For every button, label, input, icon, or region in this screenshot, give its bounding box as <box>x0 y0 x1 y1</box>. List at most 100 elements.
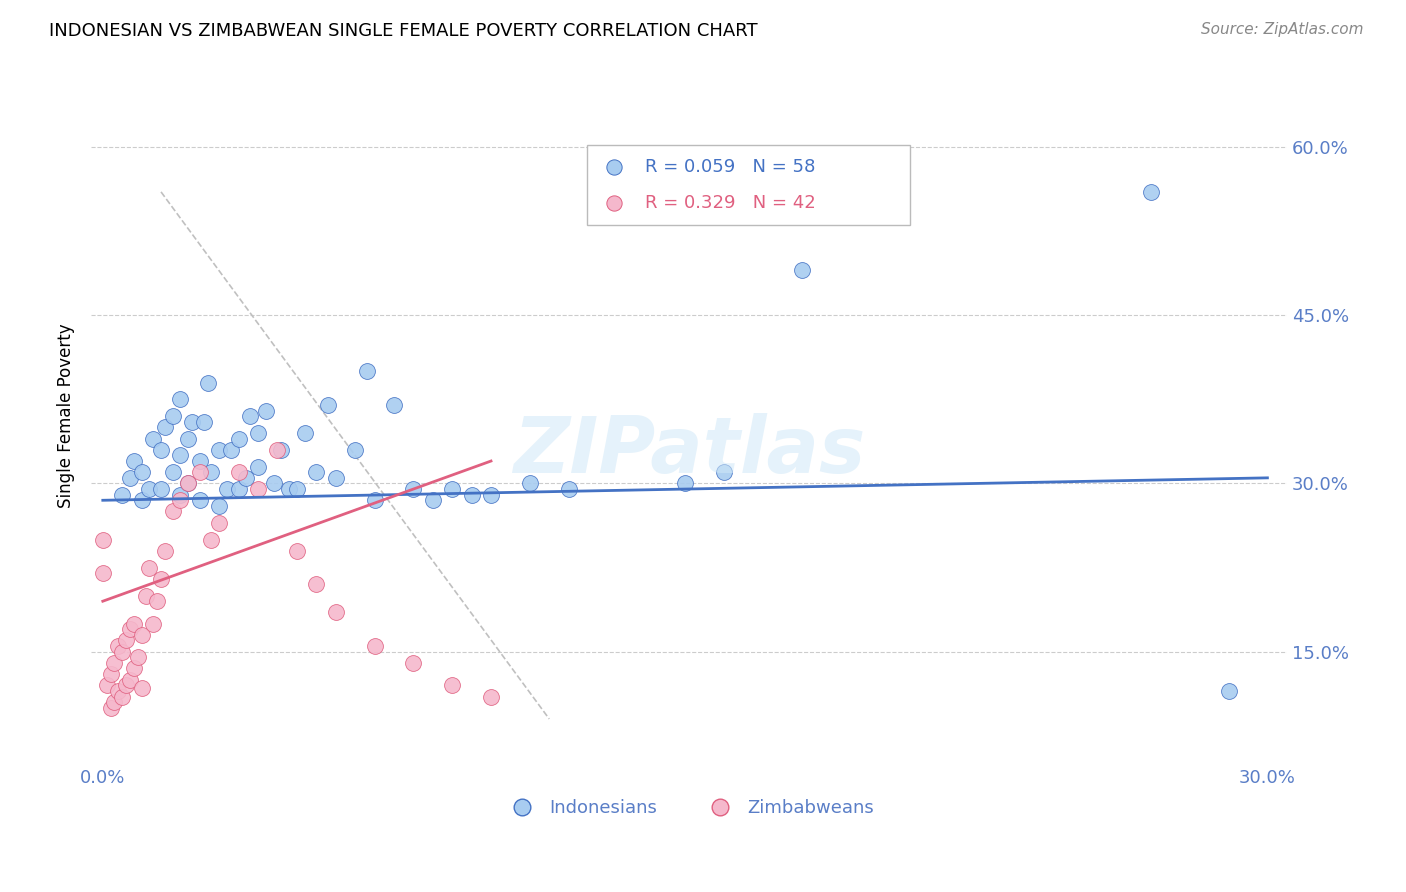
Point <box>142 616 165 631</box>
Point <box>263 476 285 491</box>
Point <box>91 566 114 581</box>
Point <box>122 661 145 675</box>
Point <box>169 493 191 508</box>
Text: Source: ZipAtlas.com: Source: ZipAtlas.com <box>1201 22 1364 37</box>
Point <box>479 690 502 704</box>
Point <box>254 403 277 417</box>
Point <box>115 678 138 692</box>
Point <box>266 442 288 457</box>
Point <box>91 533 114 547</box>
Point <box>122 616 145 631</box>
Point <box>131 681 153 695</box>
Point <box>479 488 502 502</box>
Point <box>219 442 242 457</box>
Point <box>208 516 231 530</box>
Point <box>162 409 184 424</box>
Point <box>181 415 204 429</box>
Point <box>239 409 262 424</box>
Point <box>228 432 250 446</box>
Point <box>402 482 425 496</box>
Point <box>247 425 270 440</box>
Point <box>107 684 129 698</box>
Point <box>460 488 482 502</box>
Point <box>177 476 200 491</box>
Point <box>441 678 464 692</box>
Point <box>673 476 696 491</box>
Point <box>325 606 347 620</box>
Point <box>278 482 301 496</box>
Point <box>200 465 222 479</box>
Point <box>118 471 141 485</box>
Point <box>142 432 165 446</box>
Point <box>316 398 339 412</box>
Point <box>107 639 129 653</box>
Point <box>150 572 173 586</box>
Point <box>294 425 316 440</box>
Text: R = 0.059   N = 58: R = 0.059 N = 58 <box>645 159 815 177</box>
Point <box>127 650 149 665</box>
Point <box>111 690 134 704</box>
Point <box>177 476 200 491</box>
Point <box>356 364 378 378</box>
Point <box>146 594 169 608</box>
Point <box>228 465 250 479</box>
Legend: Indonesians, Zimbabweans: Indonesians, Zimbabweans <box>496 792 882 824</box>
Point <box>118 622 141 636</box>
Point <box>208 442 231 457</box>
Point <box>162 465 184 479</box>
Point <box>790 263 813 277</box>
Point <box>103 656 125 670</box>
Point <box>188 465 211 479</box>
Point <box>235 471 257 485</box>
Point <box>169 449 191 463</box>
Point <box>96 678 118 692</box>
Point <box>344 442 367 457</box>
Point <box>208 499 231 513</box>
Point <box>557 482 579 496</box>
Point <box>111 645 134 659</box>
Point <box>285 543 308 558</box>
Point <box>1140 185 1163 199</box>
Point <box>325 471 347 485</box>
Point <box>188 493 211 508</box>
Point <box>197 376 219 390</box>
Text: ZIPatlas: ZIPatlas <box>513 413 865 489</box>
Point <box>111 488 134 502</box>
Text: R = 0.329   N = 42: R = 0.329 N = 42 <box>645 194 815 211</box>
Point <box>131 493 153 508</box>
Point <box>150 482 173 496</box>
Point <box>134 589 156 603</box>
Point <box>200 533 222 547</box>
Point <box>247 459 270 474</box>
Point <box>150 442 173 457</box>
Point <box>228 482 250 496</box>
Point <box>519 476 541 491</box>
Point <box>162 504 184 518</box>
Point <box>169 392 191 407</box>
Y-axis label: Single Female Poverty: Single Female Poverty <box>58 324 75 508</box>
Point <box>138 482 160 496</box>
Point <box>138 560 160 574</box>
Point <box>402 656 425 670</box>
Point <box>169 488 191 502</box>
Point <box>193 415 215 429</box>
Point <box>153 420 176 434</box>
Point <box>363 639 385 653</box>
Point <box>188 454 211 468</box>
Point <box>100 667 122 681</box>
Point <box>103 695 125 709</box>
Point <box>285 482 308 496</box>
Text: INDONESIAN VS ZIMBABWEAN SINGLE FEMALE POVERTY CORRELATION CHART: INDONESIAN VS ZIMBABWEAN SINGLE FEMALE P… <box>49 22 758 40</box>
Point <box>153 543 176 558</box>
Point <box>122 454 145 468</box>
Point <box>100 700 122 714</box>
Point <box>131 465 153 479</box>
FancyBboxPatch shape <box>588 145 910 225</box>
Point <box>118 673 141 687</box>
Point <box>422 493 444 508</box>
Point <box>305 577 328 591</box>
Point <box>382 398 405 412</box>
Point <box>441 482 464 496</box>
Point <box>215 482 238 496</box>
Point <box>363 493 385 508</box>
